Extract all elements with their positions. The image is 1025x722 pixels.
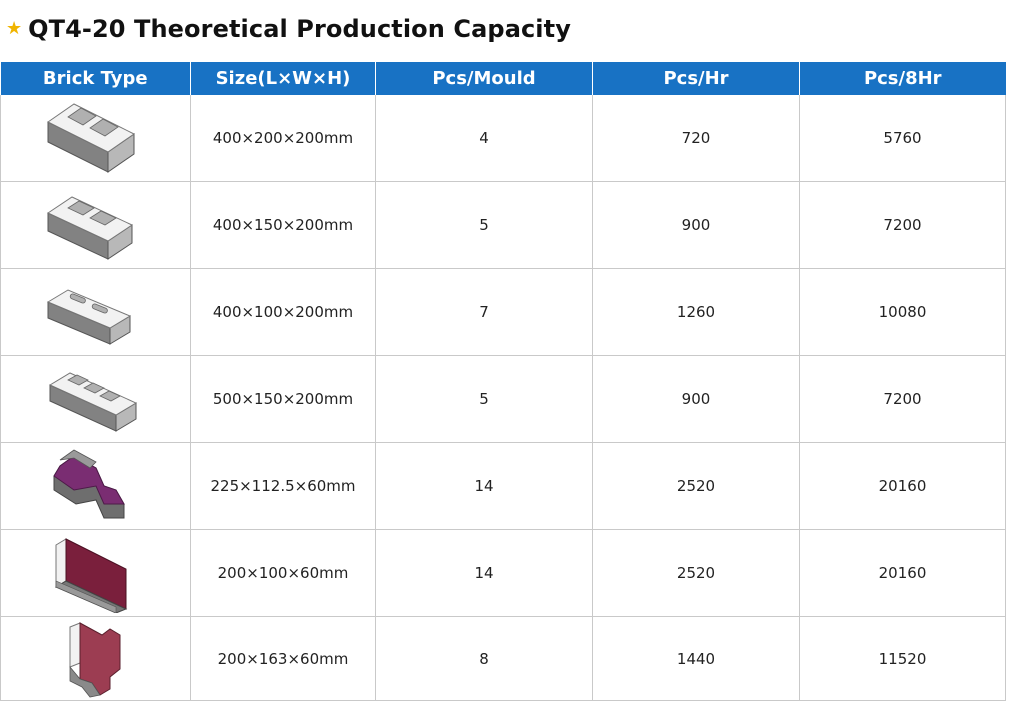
page-title: QT4-20 Theoretical Production Capacity xyxy=(28,15,571,43)
pcs-mould-cell: 5 xyxy=(375,181,593,269)
pcs-hr-cell: 720 xyxy=(592,95,800,182)
hollow-block-3-hole-icon xyxy=(48,372,137,432)
pcs-mould-cell: 5 xyxy=(375,355,593,443)
size-cell: 200×100×60mm xyxy=(190,529,376,617)
page-title-row: ★ QT4-20 Theoretical Production Capacity xyxy=(6,12,571,46)
size-cell: 400×200×200mm xyxy=(190,95,376,182)
rectangular-paver-icon xyxy=(54,538,127,613)
table-row: 400×100×200mm 7 1260 10080 xyxy=(0,268,1006,356)
table-row: 500×150×200mm 5 900 7200 xyxy=(0,355,1006,443)
pcs-8hr-cell: 10080 xyxy=(799,268,1006,356)
table-header-row: Brick Type Size(L×W×H) Pcs/Mould Pcs/Hr … xyxy=(0,62,1006,95)
table-row: 400×200×200mm 4 720 5760 xyxy=(0,95,1006,182)
hollow-block-slim-icon xyxy=(46,289,131,345)
pcs-hr-cell: 2520 xyxy=(592,529,800,617)
size-cell: 225×112.5×60mm xyxy=(190,442,376,530)
pcs-mould-cell: 8 xyxy=(375,616,593,701)
table-row: 400×150×200mm 5 900 7200 xyxy=(0,181,1006,269)
brick-type-cell xyxy=(0,268,191,356)
size-cell: 500×150×200mm xyxy=(190,355,376,443)
brick-type-cell xyxy=(0,529,191,617)
column-header-brick-type: Brick Type xyxy=(0,62,191,95)
column-header-pcs-8hr: Pcs/8Hr xyxy=(799,62,1006,95)
table-row: 200×163×60mm 8 1440 11520 xyxy=(0,616,1006,701)
pcs-mould-cell: 14 xyxy=(375,442,593,530)
hollow-block-2-hole-icon xyxy=(46,196,133,260)
table-row: 225×112.5×60mm 14 2520 20160 xyxy=(0,442,1006,530)
pcs-hr-cell: 900 xyxy=(592,181,800,269)
size-cell: 400×150×200mm xyxy=(190,181,376,269)
star-icon: ★ xyxy=(6,18,23,39)
pcs-mould-cell: 14 xyxy=(375,529,593,617)
column-header-pcs-hr: Pcs/Hr xyxy=(592,62,800,95)
brick-type-cell xyxy=(0,95,191,182)
pcs-mould-cell: 7 xyxy=(375,268,593,356)
column-header-pcs-mould: Pcs/Mould xyxy=(375,62,593,95)
column-header-size: Size(L×W×H) xyxy=(190,62,376,95)
size-cell: 200×163×60mm xyxy=(190,616,376,701)
i-shape-paver-icon xyxy=(69,621,120,697)
pcs-8hr-cell: 20160 xyxy=(799,442,1006,530)
pcs-8hr-cell: 7200 xyxy=(799,355,1006,443)
pcs-8hr-cell: 11520 xyxy=(799,616,1006,701)
pcs-mould-cell: 4 xyxy=(375,95,593,182)
brick-type-cell xyxy=(0,181,191,269)
production-capacity-table: Brick Type Size(L×W×H) Pcs/Mould Pcs/Hr … xyxy=(0,62,1006,701)
table-row: 200×100×60mm 14 2520 20160 xyxy=(0,529,1006,617)
pcs-hr-cell: 900 xyxy=(592,355,800,443)
pcs-8hr-cell: 5760 xyxy=(799,95,1006,182)
size-cell: 400×100×200mm xyxy=(190,268,376,356)
pcs-8hr-cell: 7200 xyxy=(799,181,1006,269)
zigzag-paver-icon xyxy=(52,449,125,519)
pcs-8hr-cell: 20160 xyxy=(799,529,1006,617)
brick-type-cell xyxy=(0,355,191,443)
hollow-block-2-hole-icon xyxy=(46,103,135,173)
pcs-hr-cell: 2520 xyxy=(592,442,800,530)
pcs-hr-cell: 1440 xyxy=(592,616,800,701)
brick-type-cell xyxy=(0,616,191,701)
brick-type-cell xyxy=(0,442,191,530)
pcs-hr-cell: 1260 xyxy=(592,268,800,356)
